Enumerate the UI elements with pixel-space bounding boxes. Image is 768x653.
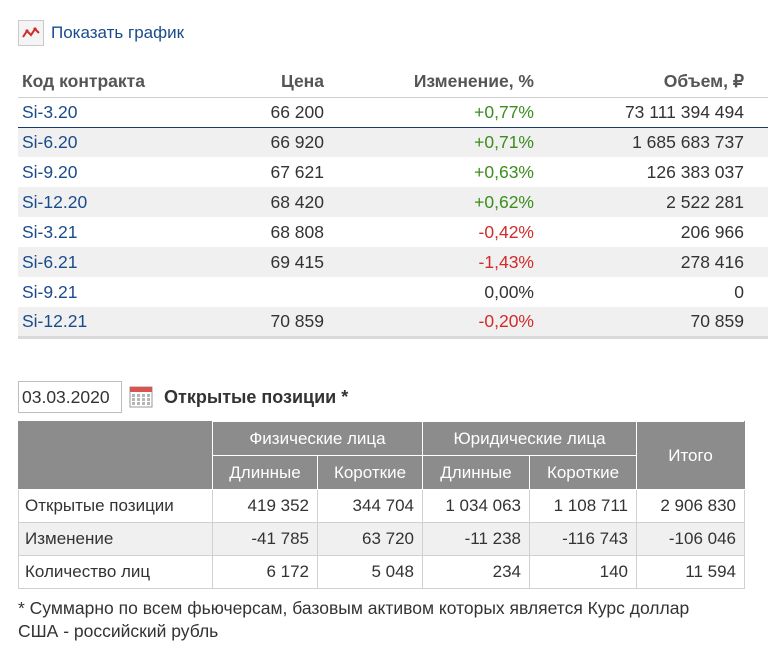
oi-row-label: Открытые позиции [18, 489, 213, 523]
oi-individuals-short-cell: 5 048 [317, 555, 423, 589]
oi-total-cell: 11 594 [636, 555, 745, 589]
oi-row-label: Изменение [18, 522, 213, 556]
header-individuals: Физические лица [212, 421, 423, 456]
quote-row: Si-3.20 66 200 +0,77% 73 111 394 494 [18, 97, 768, 128]
header-change: Изменение, % [328, 67, 538, 98]
chart-icon [18, 20, 44, 46]
change-cell: +0,71% [328, 127, 538, 157]
contract-code-link[interactable]: Si-3.20 [18, 97, 198, 128]
header-legal-entities: Юридические лица [422, 421, 637, 456]
change-cell: -0,20% [328, 307, 538, 339]
quote-row: Si-12.21 70 859 -0,20% 70 859 [18, 307, 768, 339]
oi-legal-long-cell: -11 238 [422, 522, 530, 556]
quotes-header-row: Код контракта Цена Изменение, % Объем, ₽ [18, 67, 768, 98]
contract-code-link[interactable]: Si-6.21 [18, 247, 198, 277]
change-cell: +0,63% [474, 161, 534, 182]
header-individuals-long: Длинные [212, 455, 318, 490]
contract-code-link[interactable]: Si-6.20 [18, 127, 198, 157]
date-input[interactable] [18, 381, 122, 413]
header-legal-short: Короткие [529, 455, 637, 490]
volume-cell: 206 966 [680, 221, 744, 242]
price-cell: 70 859 [198, 307, 328, 339]
oi-legal-long-cell: 234 [422, 555, 530, 589]
open-interest-controls: Открытые позиции * [18, 380, 348, 414]
contract-code-link[interactable]: Si-3.21 [22, 221, 78, 242]
oi-individuals-long-cell: 6 172 [212, 555, 318, 589]
change-cell: +0,62% [328, 187, 538, 217]
change-cell: -0,42% [478, 221, 534, 242]
quote-row: Si-6.20 66 920 +0,71% 1 685 683 737 [18, 127, 768, 157]
volume-cell: 70 859 [538, 307, 768, 339]
contract-code-link[interactable]: Si-12.21 [18, 307, 198, 339]
show-chart-label[interactable]: Показать график [51, 23, 185, 42]
open-interest-title: Открытые позиции * [164, 386, 349, 407]
volume-cell: 73 111 394 494 [538, 97, 768, 128]
volume-cell: 126 383 037 [646, 161, 744, 182]
price-cell: 68 420 [198, 187, 328, 217]
calendar-icon[interactable] [128, 384, 154, 410]
quote-row: Si-3.21 68 808 -0,42% 206 966 [18, 217, 768, 247]
quote-row: Si-6.21 69 415 -1,43% 278 416 [18, 247, 768, 277]
price-cell: 68 808 [270, 221, 324, 242]
oi-legal-short-cell: 140 [529, 555, 637, 589]
show-chart-link[interactable]: Показать график [18, 20, 184, 46]
price-cell: 66 920 [198, 127, 328, 157]
change-cell: 0,00% [484, 281, 534, 302]
volume-cell: 0 [734, 281, 744, 302]
contract-code-link[interactable]: Si-9.21 [22, 281, 78, 302]
oi-legal-short-cell: -116 743 [529, 522, 637, 556]
oi-individuals-short-cell: 344 704 [317, 489, 423, 523]
oi-legal-long-cell: 1 034 063 [422, 489, 530, 523]
price-cell: 66 200 [198, 97, 328, 128]
oi-legal-short-cell: 1 108 711 [529, 489, 637, 523]
change-cell: +0,77% [328, 97, 538, 128]
price-cell [198, 277, 328, 307]
oi-row: Открытые позиции 419 352 344 704 1 034 063 1… [18, 489, 745, 523]
quote-row: Si-9.20 67 621 +0,63% 126 383 037 [18, 157, 768, 187]
oi-total-cell: -106 046 [636, 522, 745, 556]
quotes-table: Код контракта Цена Изменение, % Объем, ₽… [18, 67, 768, 339]
price-cell: 67 621 [270, 161, 324, 182]
header-price: Цена [198, 67, 328, 98]
oi-row-label: Количество лиц [18, 555, 213, 589]
contract-code-link[interactable]: Si-12.20 [18, 187, 198, 217]
quote-row: Si-12.20 68 420 +0,62% 2 522 281 [18, 187, 768, 217]
contract-code-link[interactable]: Si-9.20 [22, 161, 78, 182]
open-interest-table: Физические лица Юридические лица Итого Д… [18, 421, 745, 589]
header-individuals-short: Короткие [317, 455, 423, 490]
header-volume: Объем, ₽ [538, 67, 768, 98]
oi-row: Количество лиц 6 172 5 048 234 140 11 594 [18, 555, 745, 589]
price-cell: 69 415 [198, 247, 328, 277]
footnote: * Суммарно по всем фьючерсам, базовым ак… [18, 598, 690, 641]
oi-total-cell: 2 906 830 [636, 489, 745, 523]
oi-individuals-short-cell: 63 720 [317, 522, 423, 556]
header-code: Код контракта [18, 67, 198, 98]
oi-individuals-long-cell: -41 785 [212, 522, 318, 556]
oi-row: Изменение -41 785 63 720 -11 238 -116 743 -10… [18, 522, 745, 556]
quote-row: Si-9.21 0,00% 0 [18, 277, 768, 307]
volume-cell: 278 416 [538, 247, 768, 277]
volume-cell: 2 522 281 [538, 187, 768, 217]
header-legal-long: Длинные [422, 455, 530, 490]
oi-corner-cell [18, 421, 213, 490]
header-total: Итого [636, 421, 745, 490]
oi-individuals-long-cell: 419 352 [212, 489, 318, 523]
oi-group-header-row: Физические лица Юридические лица Итого [18, 421, 745, 490]
change-cell: -1,43% [328, 247, 538, 277]
oi-subheader-row: Длинные Короткие Длинные Короткие [19, 455, 745, 490]
volume-cell: 1 685 683 737 [538, 127, 768, 157]
